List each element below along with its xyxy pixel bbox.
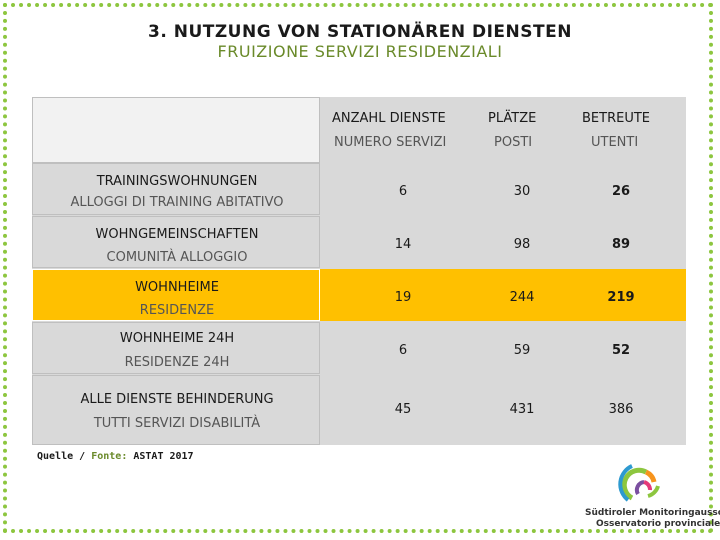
value-anzahl: 6 [398,184,408,199]
value-betreute: 89 [611,237,631,252]
header-numero-servizi: NUMERO SERVIZI [334,135,447,150]
value-betreute: 219 [607,290,635,305]
row-label-it: COMUNITÀ ALLOGGIO [106,250,248,265]
value-anzahl: 19 [394,290,412,305]
header-utenti: UTENTI [591,135,639,150]
header-plaetze: PLÄTZE [488,111,537,126]
table-row: WOHNGEMEINSCHAFTEN COMUNITÀ ALLOGGIO 14 … [32,216,686,268]
logo-text-it: Osservatorio provinciale [596,519,720,529]
header-posti: POSTI [494,135,533,150]
row-label-it: TUTTI SERVIZI DISABILITÀ [93,416,261,431]
row-label-de: WOHNGEMEINSCHAFTEN [95,227,259,242]
value-plaetze: 98 [513,237,531,252]
row-label-cell: ALLE DIENSTE BEHINDERUNG TUTTI SERVIZI D… [32,375,320,445]
row-label-cell: WOHNHEIME RESIDENZE [32,269,320,321]
source-label-de: Quelle [37,451,74,462]
table-header-empty-cell [32,97,320,163]
row-label-de: ALLE DIENSTE BEHINDERUNG [80,392,274,407]
value-anzahl: 6 [398,343,408,358]
page-border [3,3,713,533]
data-table: ANZAHL DIENSTE NUMERO SERVIZI PLÄTZE POS… [32,97,686,445]
value-plaetze: 30 [513,184,531,199]
table-row: WOHNHEIME 24H RESIDENZE 24H 6 59 52 [32,322,686,374]
table-row: TRAININGSWOHNUNGEN ALLOGGI DI TRAINING A… [32,163,686,215]
row-label-cell: WOHNHEIME 24H RESIDENZE 24H [32,322,320,374]
value-anzahl: 45 [394,402,412,417]
page-subtitle: FRUIZIONE SERVIZI RESIDENZIALI [217,42,503,61]
table-row-highlighted: WOHNHEIME RESIDENZE 19 244 219 [32,269,686,321]
row-label-cell: WOHNGEMEINSCHAFTEN COMUNITÀ ALLOGGIO [32,216,320,268]
value-plaetze: 431 [509,402,535,417]
header-anzahl-dienste: ANZAHL DIENSTE [332,111,446,126]
value-betreute: 386 [608,402,634,417]
row-label-it: RESIDENZE 24H [124,355,230,370]
source-note: Quelle / Fonte: ASTAT 2017 [37,451,194,462]
monitoring-committee-logo-icon [618,464,660,502]
value-betreute: 26 [611,184,631,199]
page-title: 3. NUTZUNG VON STATIONÄREN DIENSTEN [148,22,572,42]
row-label-it: RESIDENZE [139,303,215,318]
value-anzahl: 14 [394,237,412,252]
source-value: ASTAT 2017 [133,451,194,462]
row-label-de: WOHNHEIME 24H [119,331,235,346]
source-separator: / [79,451,86,462]
row-label-de: TRAININGSWOHNUNGEN [96,174,258,189]
row-label-cell: TRAININGSWOHNUNGEN ALLOGGI DI TRAINING A… [32,163,320,215]
value-plaetze: 59 [513,343,531,358]
row-label-it: ALLOGGI DI TRAINING ABITATIVO [70,195,284,210]
row-label-de: WOHNHEIME [135,280,219,295]
table-row: ALLE DIENSTE BEHINDERUNG TUTTI SERVIZI D… [32,375,686,445]
source-label-it: Fonte: [91,451,128,462]
value-betreute: 52 [611,343,631,358]
logo-text-de: Südtiroler Monitoringausschuss [585,508,720,518]
value-plaetze: 244 [509,290,535,305]
header-betreute: BETREUTE [582,111,650,126]
